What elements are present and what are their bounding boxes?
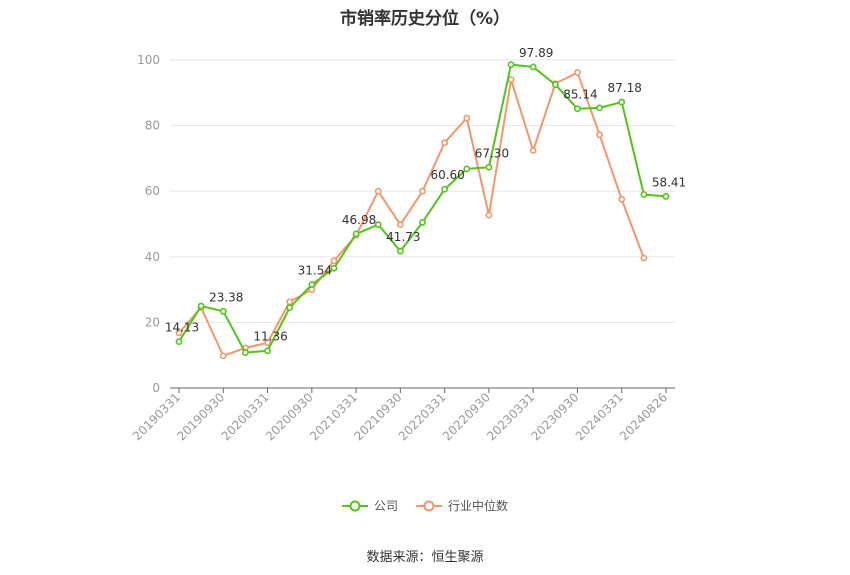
- data-point-company: [286, 304, 294, 312]
- data-point-industry-median: [441, 139, 449, 147]
- data-point-industry-median: [175, 329, 183, 337]
- data-point-industry-median: [485, 211, 493, 219]
- data-label-company: 41.73: [386, 230, 420, 244]
- data-point-company: [352, 230, 360, 238]
- data-point-company: [419, 218, 426, 226]
- source-note: 数据来源：恒生聚源: [366, 550, 484, 565]
- data-point-company: [485, 163, 493, 171]
- data-point-industry-median: [419, 187, 426, 195]
- data-point-company: [330, 264, 338, 272]
- data-label-company: 31.54: [298, 264, 332, 278]
- data-label-company: 11.36: [253, 330, 287, 344]
- legend-swatch-industry-median: [416, 500, 442, 511]
- legend-swatch-company: [341, 500, 368, 511]
- data-label-company: 46.98: [342, 213, 376, 227]
- data-point-company: [507, 61, 515, 68]
- data-label-company: 23.38: [209, 290, 243, 304]
- data-point-industry-median: [286, 298, 294, 306]
- data-point-industry-median: [264, 339, 271, 347]
- y-tick-label: 80: [145, 119, 160, 133]
- data-point-company: [640, 191, 648, 198]
- data-point-company: [596, 104, 603, 112]
- data-label-company: 14.13: [165, 321, 199, 335]
- data-point-industry-median: [219, 352, 227, 360]
- data-point-company: [197, 302, 205, 310]
- legend-item-company[interactable]: 公司: [341, 497, 398, 514]
- data-point-industry-median: [507, 76, 515, 84]
- data-point-company: [219, 307, 227, 315]
- data-point-company: [441, 185, 449, 193]
- data-point-industry-median: [618, 195, 626, 203]
- data-point-company: [396, 247, 404, 255]
- series-line-industry-median: [178, 71, 645, 357]
- data-point-company: [463, 165, 471, 173]
- data-point-industry-median: [640, 254, 648, 262]
- legend: 公司 行业中位数: [0, 497, 850, 514]
- data-point-company: [618, 98, 626, 106]
- data-label-company: 67.30: [475, 146, 509, 160]
- data-point-industry-median: [330, 257, 338, 265]
- data-point-company: [529, 63, 537, 71]
- data-point-industry-median: [529, 147, 537, 154]
- data-label-company: 60.60: [430, 168, 464, 182]
- data-point-company: [662, 193, 670, 200]
- data-point-company: [175, 338, 183, 346]
- y-tick-label: 100: [137, 53, 160, 67]
- legend-item-industry-median[interactable]: 行业中位数: [416, 497, 508, 514]
- legend-label-industry-median: 行业中位数: [448, 499, 509, 513]
- data-point-company: [242, 349, 249, 356]
- data-point-industry-median: [396, 221, 404, 229]
- y-tick-label: 60: [145, 184, 160, 198]
- x-tick-label: 20240826: [617, 390, 670, 443]
- series-line-company: [178, 63, 667, 354]
- y-tick-label: 40: [145, 250, 160, 264]
- data-point-industry-median: [574, 69, 581, 76]
- data-label-company: 58.41: [652, 175, 686, 189]
- data-point-industry-median: [374, 187, 382, 195]
- chart-title: 市销率历史分位（%）: [339, 9, 511, 29]
- data-point-company: [264, 347, 271, 355]
- y-tick-label: 20: [145, 315, 160, 329]
- data-point-industry-median: [596, 131, 603, 139]
- data-label-company: 85.14: [563, 88, 597, 102]
- y-tick-label: 0: [152, 381, 160, 395]
- data-point-company: [374, 221, 382, 229]
- data-point-industry-median: [463, 114, 471, 122]
- data-point-company: [308, 281, 316, 288]
- data-label-company: 97.89: [519, 46, 553, 60]
- legend-label-company: 公司: [373, 499, 398, 513]
- data-point-company: [574, 105, 581, 113]
- data-label-company: 87.18: [608, 81, 642, 95]
- data-point-company: [551, 81, 559, 88]
